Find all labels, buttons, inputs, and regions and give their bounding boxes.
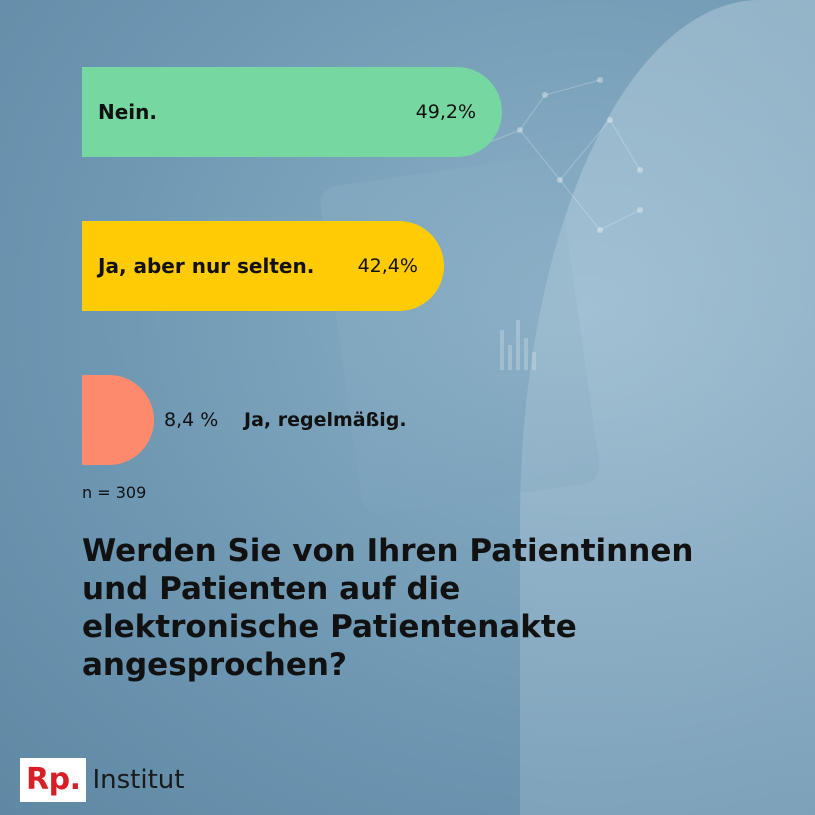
- bar-ja-regelmaessig: [82, 375, 154, 465]
- bar-label-ja-selten: Ja, aber nur selten.: [98, 254, 315, 278]
- bar-ja-selten: Ja, aber nur selten. 42,4%: [82, 221, 444, 311]
- sample-size-note: n = 309: [82, 483, 147, 502]
- rp-institut-logo: Rp. Institut: [20, 756, 184, 804]
- logo-text: Institut: [92, 765, 185, 795]
- chart-title: Werden Sie von Ihren Patientinnen und Pa…: [82, 533, 694, 683]
- bar-nein: Nein. 49,2%: [82, 67, 502, 157]
- bar-value-ja-selten: 42,4%: [357, 255, 418, 277]
- bar-value-ja-regelmaessig: 8,4 %: [164, 409, 219, 431]
- bar-value-nein: 49,2%: [415, 101, 476, 123]
- bar-label-nein: Nein.: [98, 100, 157, 124]
- bar-label-ja-regelmaessig: Ja, regelmäßig.: [244, 409, 407, 431]
- logo-mark: Rp.: [20, 758, 87, 802]
